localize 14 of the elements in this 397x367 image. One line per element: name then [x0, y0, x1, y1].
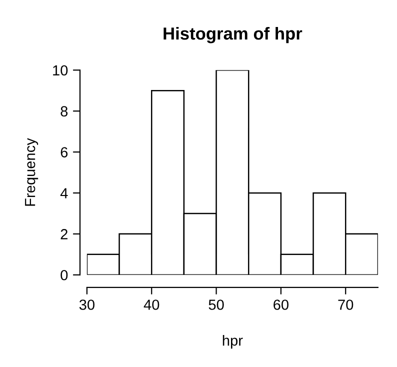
- y-tick-label: 8: [60, 106, 68, 116]
- x-tick-label: 50: [208, 300, 224, 310]
- y-tick-label: 0: [60, 270, 68, 280]
- y-tick-label: 10: [53, 65, 68, 76]
- x-tick-label: 30: [79, 300, 94, 310]
- chart-title: Histogram of hpr: [164, 26, 302, 44]
- x-tick-label: 40: [144, 300, 160, 310]
- x-tick-label: 70: [338, 300, 354, 310]
- y-tick-label: 2: [60, 229, 68, 240]
- x-axis-title: hpr: [222, 335, 243, 349]
- y-axis-title: Frequency: [25, 138, 38, 206]
- x-tick-label: 60: [274, 300, 288, 310]
- y-tick-label: 6: [60, 147, 68, 158]
- y-tick-label: 4: [60, 188, 68, 198]
